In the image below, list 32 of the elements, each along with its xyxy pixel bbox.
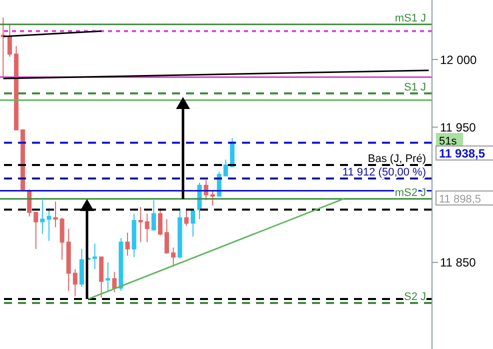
y-tick-label: 11 850	[440, 256, 476, 270]
ref-line-label: S1 J	[404, 81, 426, 94]
candlestick	[53, 201, 58, 228]
candlestick	[112, 271, 117, 293]
y-tick-label: 11 950	[440, 120, 476, 134]
candlestick	[164, 218, 170, 254]
text: 51s	[439, 136, 458, 148]
candlestick	[151, 200, 156, 230]
text: 11 938,5	[439, 146, 486, 160]
candlestick	[138, 206, 143, 243]
candlestick	[158, 208, 162, 236]
ref-line-label: Bas (J, Pré)	[368, 153, 426, 166]
candlestick	[190, 209, 196, 238]
ref-line-label: 11 912 (50,00 %)	[342, 166, 426, 179]
candlestick	[144, 213, 150, 243]
y-tick-label: 12 000	[440, 52, 478, 67]
candlestick	[40, 200, 45, 235]
candlestick	[34, 212, 38, 250]
ref-line-label: mS1 J	[394, 12, 426, 24]
candlestick	[7, 24, 12, 58]
candlestick	[60, 217, 64, 260]
ref-line-label: S2 J	[404, 291, 426, 304]
candlestick	[210, 190, 215, 206]
candlestick	[223, 159, 228, 176]
candlestick	[184, 208, 189, 226]
candlestick	[125, 232, 130, 256]
candlestick	[72, 268, 78, 297]
candlestick	[92, 242, 98, 270]
candlestick	[46, 208, 52, 242]
candlestick	[171, 247, 176, 267]
text: 11 898,5	[439, 194, 482, 206]
candlestick	[106, 262, 110, 292]
